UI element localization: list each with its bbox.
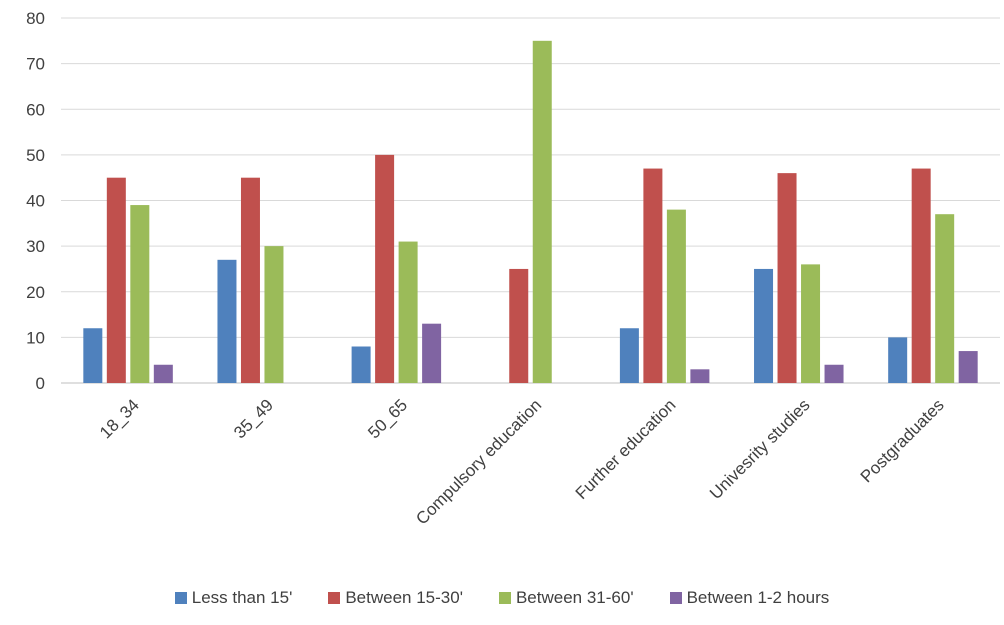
bar [777, 173, 797, 383]
bar [958, 351, 978, 383]
bar [911, 168, 931, 383]
legend-label: Less than 15' [191, 588, 293, 607]
x-tick-label: Compulsory education [412, 395, 545, 528]
bar [422, 323, 442, 383]
bar [666, 209, 686, 383]
bar [264, 246, 284, 383]
gridlines [61, 17, 1000, 384]
bar [801, 264, 821, 383]
x-tick-label: Further education [572, 395, 680, 503]
x-tick-label: 35_49 [230, 395, 277, 442]
legend-item: Less than 15' [174, 588, 293, 608]
y-tick-label: 10 [26, 328, 45, 347]
bar [824, 364, 844, 383]
bar [509, 268, 529, 383]
legend-swatch [328, 592, 341, 604]
legend-swatch [669, 592, 682, 604]
x-tick-label: 50_65 [364, 395, 411, 442]
y-tick-label: 0 [36, 374, 45, 393]
bar [351, 346, 371, 383]
y-tick-label: 30 [26, 237, 45, 256]
legend-swatch [498, 592, 511, 604]
y-tick-label: 70 [26, 55, 45, 74]
x-axis-ticks: 18_34 35_49 50_65 Compulsory education Furth… [96, 395, 948, 528]
legend-label: Between 1-2 hours [686, 588, 830, 607]
legend-item: Between 15-30' [328, 588, 463, 608]
bar [106, 177, 126, 383]
legend-item: Between 31-60' [498, 588, 634, 608]
bar [217, 259, 237, 383]
bar [619, 328, 639, 383]
bar [83, 328, 103, 383]
bar [754, 268, 774, 383]
bar [532, 40, 552, 383]
bar [888, 337, 908, 383]
y-tick-label: 80 [26, 9, 45, 28]
legend-label: Between 31-60' [515, 588, 634, 607]
x-tick-label: Univesrity studies [706, 395, 814, 503]
bar [240, 177, 260, 383]
legend-item: Between 1-2 hours [669, 588, 830, 608]
bar [398, 241, 418, 383]
y-axis-ticks: 0 10 20 30 40 50 60 70 80 [26, 9, 45, 393]
bar [643, 168, 663, 383]
legend-swatch [174, 592, 187, 604]
bars [83, 40, 978, 383]
bar [153, 364, 173, 383]
x-tick-label: Postgraduates [857, 395, 948, 486]
y-tick-label: 60 [26, 100, 45, 119]
y-tick-label: 50 [26, 146, 45, 165]
y-tick-label: 20 [26, 283, 45, 302]
legend-label: Between 15-30' [345, 588, 463, 607]
bar [690, 369, 710, 383]
bar [375, 154, 395, 383]
bar [935, 214, 955, 383]
bar [130, 205, 150, 383]
legend: Less than 15' Between 15-30' Between 31-60… [0, 588, 1004, 608]
x-tick-label: 18_34 [96, 395, 143, 442]
y-tick-label: 40 [26, 192, 45, 211]
